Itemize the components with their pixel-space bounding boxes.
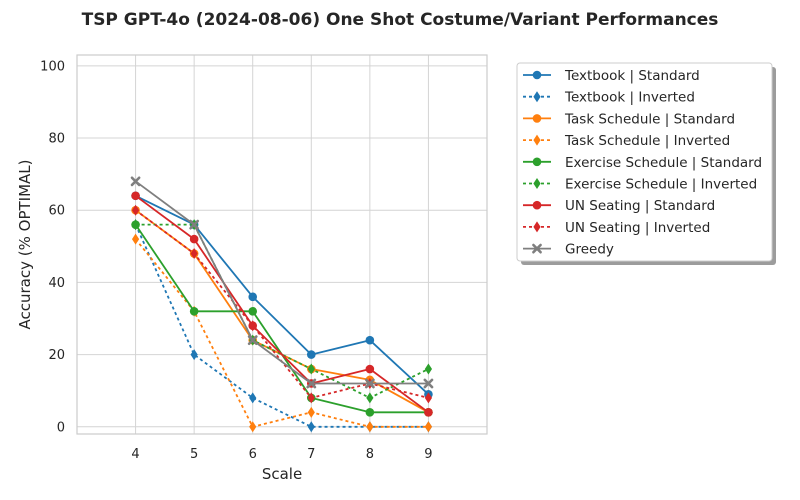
y-tick-label: 60 <box>48 204 65 219</box>
legend-marker <box>532 157 542 167</box>
series-greedy <box>130 176 434 389</box>
legend-item-un-seating-standard: UN Seating | Standard <box>523 198 715 214</box>
legend-label: UN Seating | Standard <box>565 198 715 214</box>
legend-label: UN Seating | Inverted <box>565 220 710 236</box>
data-point <box>365 364 375 374</box>
series-layer <box>130 176 434 433</box>
y-tick-label: 100 <box>40 59 65 74</box>
data-point <box>365 335 375 345</box>
data-point <box>189 306 199 316</box>
legend-marker <box>533 134 541 146</box>
plot-frame <box>76 54 488 435</box>
legend-marker <box>533 221 541 233</box>
data-point <box>247 335 258 346</box>
legend-marker <box>533 178 541 189</box>
x-tick-label: 9 <box>424 447 432 462</box>
data-point <box>306 350 316 359</box>
legend-label: Textbook | Inverted <box>564 90 695 106</box>
data-point <box>424 421 433 433</box>
x-tick-label: 5 <box>190 447 198 462</box>
series-line <box>135 195 429 414</box>
legend-item-un-seating-inverted: UN Seating | Inverted <box>523 220 710 236</box>
legend-item-exercise-schedule-standard: Exercise Schedule | Standard <box>523 155 762 171</box>
data-point <box>131 219 140 231</box>
data-point <box>248 292 258 302</box>
legend-marker <box>532 114 542 123</box>
legend-label: Exercise Schedule | Inverted <box>565 177 757 193</box>
series-line <box>135 180 429 385</box>
tick-labels: 4 5 6 7 8 9 0 20 40 60 80 100 <box>40 59 432 462</box>
legend-item-greedy: Greedy <box>523 242 614 258</box>
y-tick-label: 40 <box>48 276 65 291</box>
x-axis-label: Scale <box>262 465 302 483</box>
data-point <box>190 349 198 361</box>
legend-label: Greedy <box>565 242 614 258</box>
x-tick-label: 7 <box>307 447 315 462</box>
data-point <box>424 392 433 404</box>
data-point <box>365 408 375 417</box>
data-point <box>131 191 140 201</box>
legend-item-task-schedule-standard: Task Schedule | Standard <box>523 111 735 127</box>
grid <box>77 55 487 434</box>
legend-label: Task Schedule | Standard <box>564 111 735 127</box>
data-point <box>364 378 375 389</box>
data-point <box>307 363 315 375</box>
data-point <box>366 392 374 404</box>
y-tick-label: 20 <box>48 348 65 363</box>
legend-marker <box>532 70 542 80</box>
data-point <box>307 406 315 418</box>
data-point <box>190 248 198 260</box>
legend-item-textbook-standard: Textbook | Standard <box>523 68 700 84</box>
data-point <box>307 421 315 433</box>
data-point <box>307 392 315 404</box>
x-tick-label: 6 <box>249 447 257 462</box>
legend-item-task-schedule-inverted: Task Schedule | Inverted <box>523 133 730 149</box>
legend-item-exercise-schedule-inverted: Exercise Schedule | Inverted <box>523 177 757 193</box>
data-point <box>424 408 433 417</box>
series-line <box>134 224 429 428</box>
legend-marker <box>532 200 542 210</box>
data-point <box>189 234 199 244</box>
legend-item-textbook-inverted: Textbook | Inverted <box>523 90 695 106</box>
legend-items: Textbook | Standard Textbook | Inverted Ta… <box>523 68 762 258</box>
data-point <box>423 378 434 389</box>
data-point <box>130 176 141 187</box>
legend: Textbook | Standard Textbook | Inverted Ta… <box>516 62 776 265</box>
data-point <box>424 363 433 375</box>
legend-label: Exercise Schedule | Standard <box>565 155 762 171</box>
x-tick-label: 4 <box>131 447 139 462</box>
data-point <box>366 421 374 433</box>
data-point <box>249 421 257 433</box>
legend-label: Task Schedule | Inverted <box>564 133 730 149</box>
series-line <box>134 238 429 428</box>
data-point <box>306 378 317 389</box>
data-point <box>131 204 140 216</box>
series-line <box>135 223 429 399</box>
legend-marker <box>532 243 542 254</box>
legend-box <box>516 62 773 262</box>
data-point <box>249 320 257 332</box>
chart-title: TSP GPT-4o (2024-08-06) One Shot Costume… <box>82 10 719 30</box>
data-point <box>189 219 200 230</box>
y-axis-label: Accuracy (% OPTIMAL) <box>16 160 34 330</box>
data-point <box>131 233 140 245</box>
data-point <box>249 392 257 404</box>
series-line <box>135 194 430 395</box>
legend-marker <box>533 91 541 103</box>
data-point <box>248 306 258 316</box>
y-tick-label: 80 <box>48 132 65 147</box>
legend-label: Textbook | Standard <box>564 68 700 84</box>
x-tick-label: 8 <box>366 447 374 462</box>
y-tick-label: 0 <box>57 420 65 435</box>
